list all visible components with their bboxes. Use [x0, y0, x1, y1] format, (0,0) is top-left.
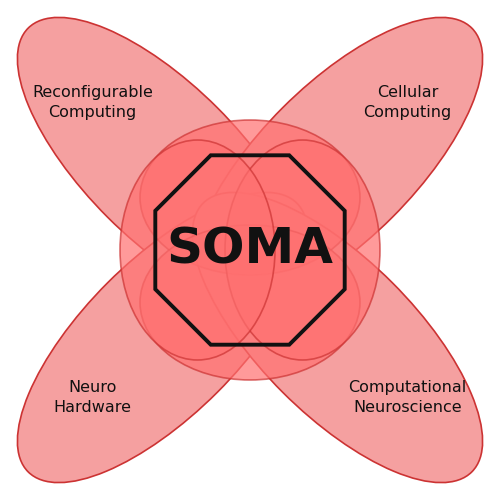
Ellipse shape [18, 18, 308, 308]
Ellipse shape [192, 18, 482, 308]
Text: Cellular
Computing: Cellular Computing [364, 85, 452, 120]
Ellipse shape [120, 140, 275, 360]
Ellipse shape [140, 120, 360, 275]
Ellipse shape [192, 192, 482, 482]
Ellipse shape [140, 225, 360, 380]
Text: Computational
Neuroscience: Computational Neuroscience [348, 380, 467, 415]
Ellipse shape [225, 140, 380, 360]
Text: Reconfigurable
Computing: Reconfigurable Computing [32, 85, 153, 120]
Text: SOMA: SOMA [166, 226, 334, 274]
Ellipse shape [18, 192, 308, 482]
Text: Neuro
Hardware: Neuro Hardware [54, 380, 132, 415]
